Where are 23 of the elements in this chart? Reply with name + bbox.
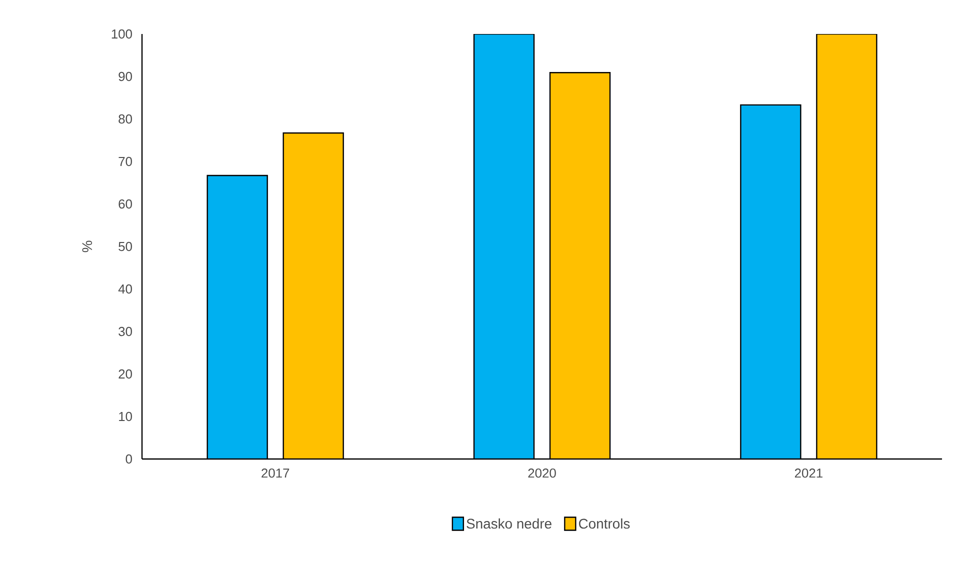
bar	[283, 133, 344, 459]
x-tick-label: 2021	[794, 468, 822, 478]
bar	[474, 34, 534, 459]
y-tick-label: 70	[118, 156, 132, 166]
legend-label: Snasko nedre	[466, 518, 552, 529]
y-tick-label: 0	[126, 454, 132, 464]
y-tick-label: 40	[118, 284, 132, 294]
y-tick-label: 60	[118, 199, 132, 209]
bar	[740, 104, 802, 459]
y-tick-label: 90	[118, 72, 132, 82]
x-tick-label: 2017	[262, 468, 290, 478]
bar	[207, 176, 268, 459]
x-tick-label: 2020	[528, 468, 556, 478]
y-tick-label: 80	[118, 114, 132, 124]
legend-label: Controls	[578, 518, 630, 529]
y-tick-label: 20	[118, 369, 132, 379]
y-axis-title: %	[82, 240, 92, 252]
y-tick-label: 10	[119, 412, 132, 422]
y-tick-label: 100	[112, 29, 132, 39]
y-tick-label: 30	[118, 326, 132, 336]
y-tick-label: 50	[118, 242, 132, 252]
bar	[550, 72, 610, 459]
bar	[816, 34, 878, 459]
